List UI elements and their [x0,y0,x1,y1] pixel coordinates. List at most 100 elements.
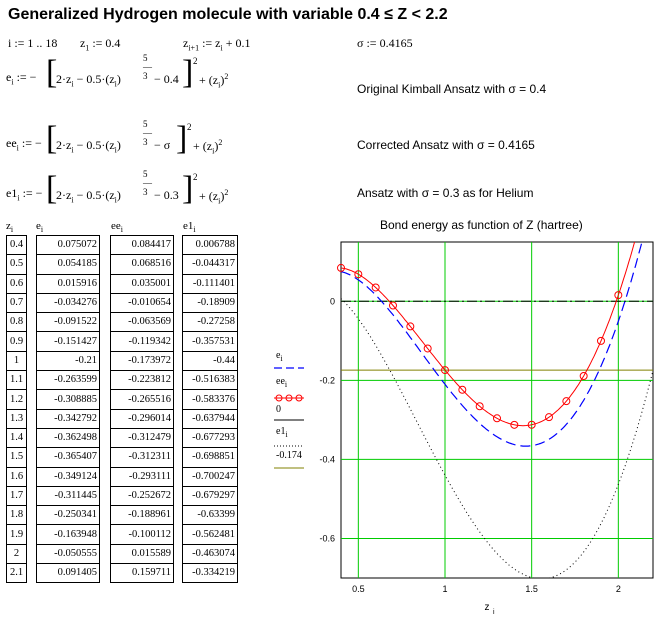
x-tick-label: 2 [616,584,621,594]
header-ee: eei [111,220,123,235]
series-ee-marker [527,420,536,429]
e-cell: -0.349124 [36,466,100,487]
y-tick-label: -0.2 [319,375,335,385]
legend-zero-label: 0 [276,404,281,415]
e1-cell: -0.463074 [182,543,238,565]
formula-e1[interactable]: e1i := − [ 2·zi − 0.5·(zi) 5—3 − 0.3 ] 2… [6,169,229,207]
e1-cell: -0.63399 [182,505,238,526]
series-ee-marker [493,414,501,423]
series-ee-line [341,242,636,427]
series-ee-marker [510,420,519,429]
e-cell: -0.034276 [36,292,100,314]
series-ee-marker [614,291,623,300]
formula-e[interactable]: ei := − [ 2·zi − 0.5·(zi) 5—3 − 0.4 ] 2 … [6,53,229,91]
e-cell: -0.21 [36,350,100,372]
formula-ee[interactable]: eei := − [ 2·zi − 0.5·(zi) 5—3 − σ ] 2 +… [6,119,223,157]
plot-frame [340,241,654,579]
legend-const-line [274,467,304,469]
e-column-table[interactable]: 0.075072 0.054185 0.015916 -0.034276 -0.0915… [36,234,100,584]
series-ee-marker [337,263,345,272]
series-ee-marker [371,283,380,292]
e1-cell: -0.700247 [182,466,238,487]
header-z: zi [6,220,14,235]
z-cell: 0.5 [6,254,27,275]
series-ee-marker [597,336,605,345]
ee-cell: 0.015589 [110,543,174,565]
x-axis-label-subscript: i [493,609,495,616]
legend-ee-label: eei [276,376,288,389]
e-cell: -0.342792 [36,408,100,429]
e-cell: -0.263599 [36,370,100,391]
z-cell: 0.8 [6,312,27,333]
z-cell: 1.4 [6,427,27,449]
series-ee-marker [545,413,553,422]
z-cell: 0.9 [6,331,27,352]
ee-cell: -0.188961 [110,505,174,526]
legend-e1-label: e1i [276,426,288,439]
formula-e1-description: Ansatz with σ = 0.3 as for Helium [357,186,534,200]
e1-cell: -0.637944 [182,408,238,429]
ee-cell: -0.265516 [110,389,174,410]
z-cell: 1.1 [6,370,27,391]
e1-cell: -0.27258 [182,312,238,333]
z-recurrence-definition[interactable]: zi+1 := zi + 0.1 [183,36,251,53]
z-column-table[interactable]: 0.4 0.5 0.6 0.7 0.8 0.9 1 1.1 1.2 1.3 1.4 1.5 1.6 1.7… [6,234,27,584]
series-ee-marker [354,270,363,279]
e1-cell: 0.006788 [182,234,238,256]
ee-cell: 0.084417 [110,234,174,256]
e1-cell: -0.679297 [182,485,238,507]
legend-e1-line [274,445,304,447]
ee-cell: -0.063569 [110,312,174,333]
formula-ee-description: Corrected Ansatz with σ = 0.4165 [357,138,535,152]
ee-cell: -0.173972 [110,350,174,372]
x-tick-label: 1.5 [525,584,538,594]
sigma-definition[interactable]: σ := 0.4165 [357,36,413,50]
e1-cell: -0.698851 [182,447,238,468]
legend-e-label: ei [276,350,283,363]
ee-cell: -0.296014 [110,408,174,429]
range-definition[interactable]: i := 1 .. 18 [8,36,58,50]
chart-title: Bond energy as function of Z (hartree) [380,218,583,232]
bond-energy-chart[interactable]: 0.5 1 1.5 2 0 -0.2 -0.4 -0.6 z i [305,232,665,618]
e-cell: -0.163948 [36,524,100,545]
e1-cell: -0.111401 [182,273,238,294]
series-ee-marker [475,402,484,411]
e1-column-table[interactable]: 0.006788 -0.044317 -0.111401 -0.18909 -0.272… [182,234,238,584]
ee-cell: 0.068516 [110,254,174,275]
e1-cell: -0.044317 [182,254,238,275]
ee-cell: 0.035001 [110,273,174,294]
e1-cell: -0.334219 [182,563,238,584]
z1-definition[interactable]: z1 := 0.4 [80,36,121,53]
z-cell: 1.9 [6,524,27,545]
x-tick-label: 1 [442,584,447,594]
ee-column-table[interactable]: 0.084417 0.068516 0.035001 -0.010654 -0.0635… [110,234,174,584]
z-cell: 1.7 [6,485,27,507]
series-ee-marker [458,385,467,394]
e-cell: -0.362498 [36,427,100,449]
z-cell: 1.5 [6,447,27,468]
z-cell: 2.1 [6,563,27,584]
ee-cell: 0.159711 [110,563,174,584]
e-cell: 0.015916 [36,273,100,294]
e-cell: -0.365407 [36,447,100,468]
z-cell: 0.4 [6,234,27,256]
ee-cell: -0.293111 [110,466,174,487]
series-e-line [341,242,643,447]
z-cell: 1.3 [6,408,27,429]
z-cell: 1.6 [6,466,27,487]
z-cell: 0.6 [6,273,27,294]
ee-cell: -0.312479 [110,427,174,449]
plot-legend: ei eei 0 e1i -0.174 [272,350,332,470]
e1-cell: -0.562481 [182,524,238,545]
x-axis-label: z [485,602,490,613]
e-cell: -0.050555 [36,543,100,565]
z-cell: 1.2 [6,389,27,410]
legend-const-label: -0.174 [276,450,302,461]
series-ee-marker [562,397,571,406]
e-cell: -0.311445 [36,485,100,507]
formula-e-description: Original Kimball Ansatz with σ = 0.4 [357,82,547,96]
e-cell: 0.091405 [36,563,100,584]
legend-e-line [274,367,304,369]
y-tick-label: 0 [330,296,335,306]
z-cell: 1.8 [6,505,27,526]
